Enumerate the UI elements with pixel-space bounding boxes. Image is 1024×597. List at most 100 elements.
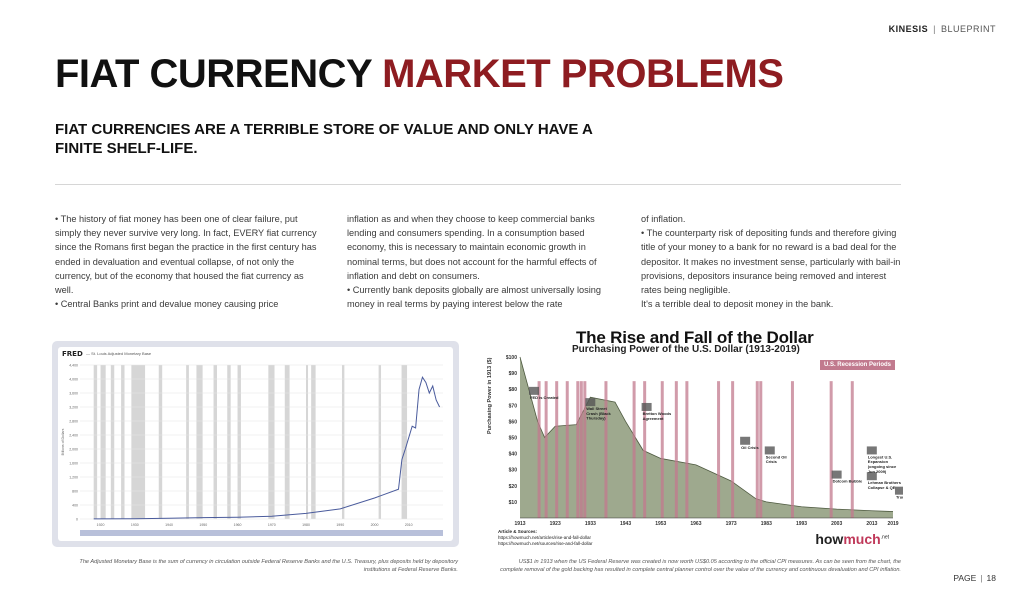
recession-band [555,381,559,518]
fred-chart: 4,400 4,000 3,600 3,200 2,800 2,400 2,000 1,600… [58,347,453,541]
event-icon [529,386,539,395]
event-label: Crisis [766,459,778,464]
fred-logo: FRED [62,350,83,358]
y-tick-label: 400 [72,504,78,508]
event-label: Trump Tax Cuts [896,495,903,500]
brand-name: KINESIS [888,24,929,34]
recession-band [100,365,106,519]
x-tick-label: 1963 [690,521,701,527]
event-label: (ongoing since [868,464,897,469]
recession-band [685,381,689,518]
event-label: Jun 2009) [868,469,887,474]
event-icon [764,446,775,455]
y-tick-label: $30 [509,468,518,474]
fred-caption: The Adjusted Monetary Base is the sum of… [79,559,458,573]
x-tick-label: 1913 [514,521,525,527]
range-slider-fill [80,530,443,536]
x-tick-label: 1990 [336,523,344,527]
paragraph: of inflation. [641,214,686,224]
dollar-caption: US$1 in 1913 when the US Federal Reserve… [500,559,901,573]
recession-band [717,381,721,518]
y-tick-label: 2,800 [69,420,78,424]
title-part-1: FIAT CURRENCY [55,52,372,96]
recession-band [565,381,569,518]
y-axis-label: Billions of Dollars [61,428,65,455]
recession-band [110,365,115,519]
event-label: Collapse & QE [868,485,896,490]
recession-band [158,365,163,519]
recession-band [378,365,382,519]
brand-header: KINESIS | BLUEPRINT [889,24,996,34]
brand-separator: | [933,24,936,34]
page-title: FIAT CURRENCY MARKET PROBLEMS [55,48,784,100]
y-tick-label: 2,400 [69,434,78,438]
event-label: Thursday) [586,416,606,421]
event-label: Dotcom Bubble [833,479,863,484]
page-number: PAGE | 18 [953,573,996,583]
dollar-chart-svg: $100 $90 $80 $70 $60 $50 $40 $30 $20 $10 1913 1923 1… [506,355,903,527]
brand-sub: BLUEPRINT [940,24,996,34]
area-line [519,356,894,512]
title-part-2: MARKET PROBLEMS [382,52,784,96]
x-tick-label: 2010 [405,523,413,527]
event-label: Bretton Woods [643,411,672,416]
recession-band [311,365,316,519]
y-tick-label: $90 [509,371,518,377]
event-icon [866,472,877,481]
range-slider [80,530,443,536]
x-tick-label: 1943 [620,521,631,527]
y-tick-label: $80 [509,387,518,393]
logo-part: much [843,531,881,547]
x-tick-label: 1923 [550,521,561,527]
y-tick-label: 0 [76,518,78,522]
event-icon [641,402,652,411]
paragraph: • The history of fiat money has been one… [55,214,317,296]
event-icon [831,470,842,479]
page-value: 18 [986,573,996,583]
x-tick-label: 1993 [796,521,807,527]
x-tick-label: 1970 [268,523,276,527]
y-tick-label: 4,000 [69,378,78,382]
recession-band [537,381,541,518]
event-label: Wall Street [586,406,607,411]
recession-band [790,381,794,518]
x-tick-label: 1983 [761,521,772,527]
sources: Article & Sources: https://howmuch.net/a… [498,529,593,547]
event-icon [740,436,751,445]
logo-part: how [815,531,844,547]
recession-band [401,365,408,519]
y-tick-label: 4,400 [69,364,78,368]
recession-band [186,365,189,519]
event-label: Expansion [868,459,889,464]
dollar-y-axis-label: Purchasing Power in 1913 ($) [487,357,493,434]
event-icon [585,398,596,407]
x-tick-label: 2019 [887,521,898,527]
recession-legend: U.S. Recession Periods [819,360,895,370]
dollar-chart: $100 $90 $80 $70 $60 $50 $40 $30 $20 $10 1913 1923 1… [487,328,903,548]
recession-band [93,365,98,519]
body-column-1: • The history of fiat money has been one… [55,212,317,311]
event-label: Longest U.S. [868,454,892,459]
recession-band [341,365,345,519]
source-link[interactable]: https://howmuch.net/articles/rise-and-fa… [498,535,592,540]
x-tick-label: 1973 [726,521,737,527]
event-label: Lehman Brothers [868,480,902,485]
recession-band [759,381,763,518]
sources-title: Article & Sources: [498,529,538,534]
dollar-chart-title: The Rise and Fall of the Dollar [576,328,814,347]
fred-chart-svg: 4,400 4,000 3,600 3,200 2,800 2,400 2,000 1,600… [61,364,443,536]
fred-legend: — St. Louis Adjusted Monetary Base [86,351,152,356]
area-fill [520,357,893,518]
event-icon [866,446,877,455]
x-tick-label: 1930 [131,523,139,527]
recession-band [576,381,580,518]
recession-band [850,381,854,518]
page-label: PAGE [953,573,977,583]
event-label: FED is Created [530,395,559,400]
data-line [93,376,441,520]
paragraph: • The counterparty risk of depositing fu… [641,228,901,296]
y-tick-label: $40 [509,452,518,458]
source-link[interactable]: https://howmuch.net/sources/rise-and-fal… [498,541,593,546]
x-tick-label: 2013 [866,521,877,527]
event-label: Oil Crisis [741,445,759,450]
